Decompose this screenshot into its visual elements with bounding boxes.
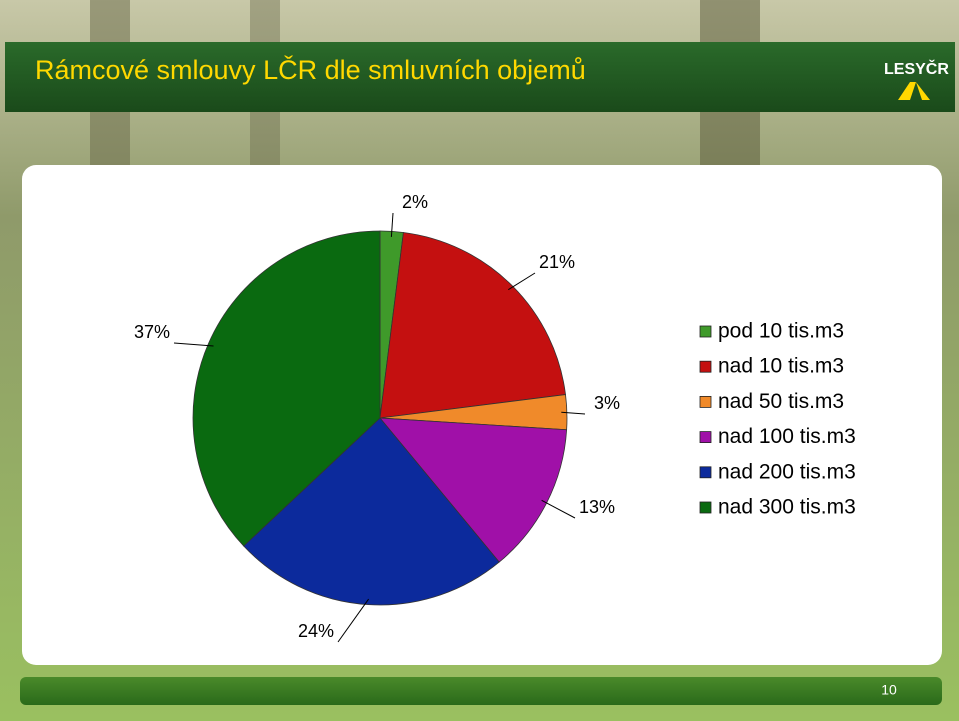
pie-slice xyxy=(243,417,500,606)
logo-icon xyxy=(898,82,930,100)
data-label: 24% xyxy=(298,621,334,641)
legend-label: nad 50 tis.m3 xyxy=(718,390,844,413)
legend-label: nad 300 tis.m3 xyxy=(718,496,856,519)
legend-swatch xyxy=(699,395,712,408)
legend-swatch xyxy=(699,431,712,444)
legend-swatch xyxy=(699,466,712,479)
data-label: 13% xyxy=(579,497,615,517)
slide-title: Rámcové smlouvy LČR dle smluvních objemů xyxy=(35,54,586,85)
footer-bar xyxy=(20,677,942,705)
page-number: 10 xyxy=(881,682,897,698)
leader-line xyxy=(507,272,536,291)
legend-label: pod 10 tis.m3 xyxy=(718,320,844,343)
legend-label: nad 10 tis.m3 xyxy=(718,355,844,378)
logo: LESYČR xyxy=(884,59,949,78)
leader-line xyxy=(541,499,576,519)
leader-line xyxy=(173,342,214,347)
leader-line xyxy=(390,212,394,238)
legend-label: nad 200 tis.m3 xyxy=(718,460,856,483)
data-label: 2% xyxy=(402,192,428,212)
pie-slice xyxy=(379,232,566,419)
pie-slice xyxy=(192,230,381,547)
leader-line xyxy=(337,598,370,643)
leader-line xyxy=(561,411,586,415)
data-label: 3% xyxy=(594,393,620,413)
data-label: 21% xyxy=(539,252,575,272)
data-label: 37% xyxy=(134,322,170,342)
header-bar xyxy=(5,42,955,112)
legend-swatch xyxy=(699,325,712,338)
legend-label: nad 100 tis.m3 xyxy=(718,425,856,448)
legend-swatch xyxy=(699,360,712,373)
legend-swatch xyxy=(699,501,712,514)
